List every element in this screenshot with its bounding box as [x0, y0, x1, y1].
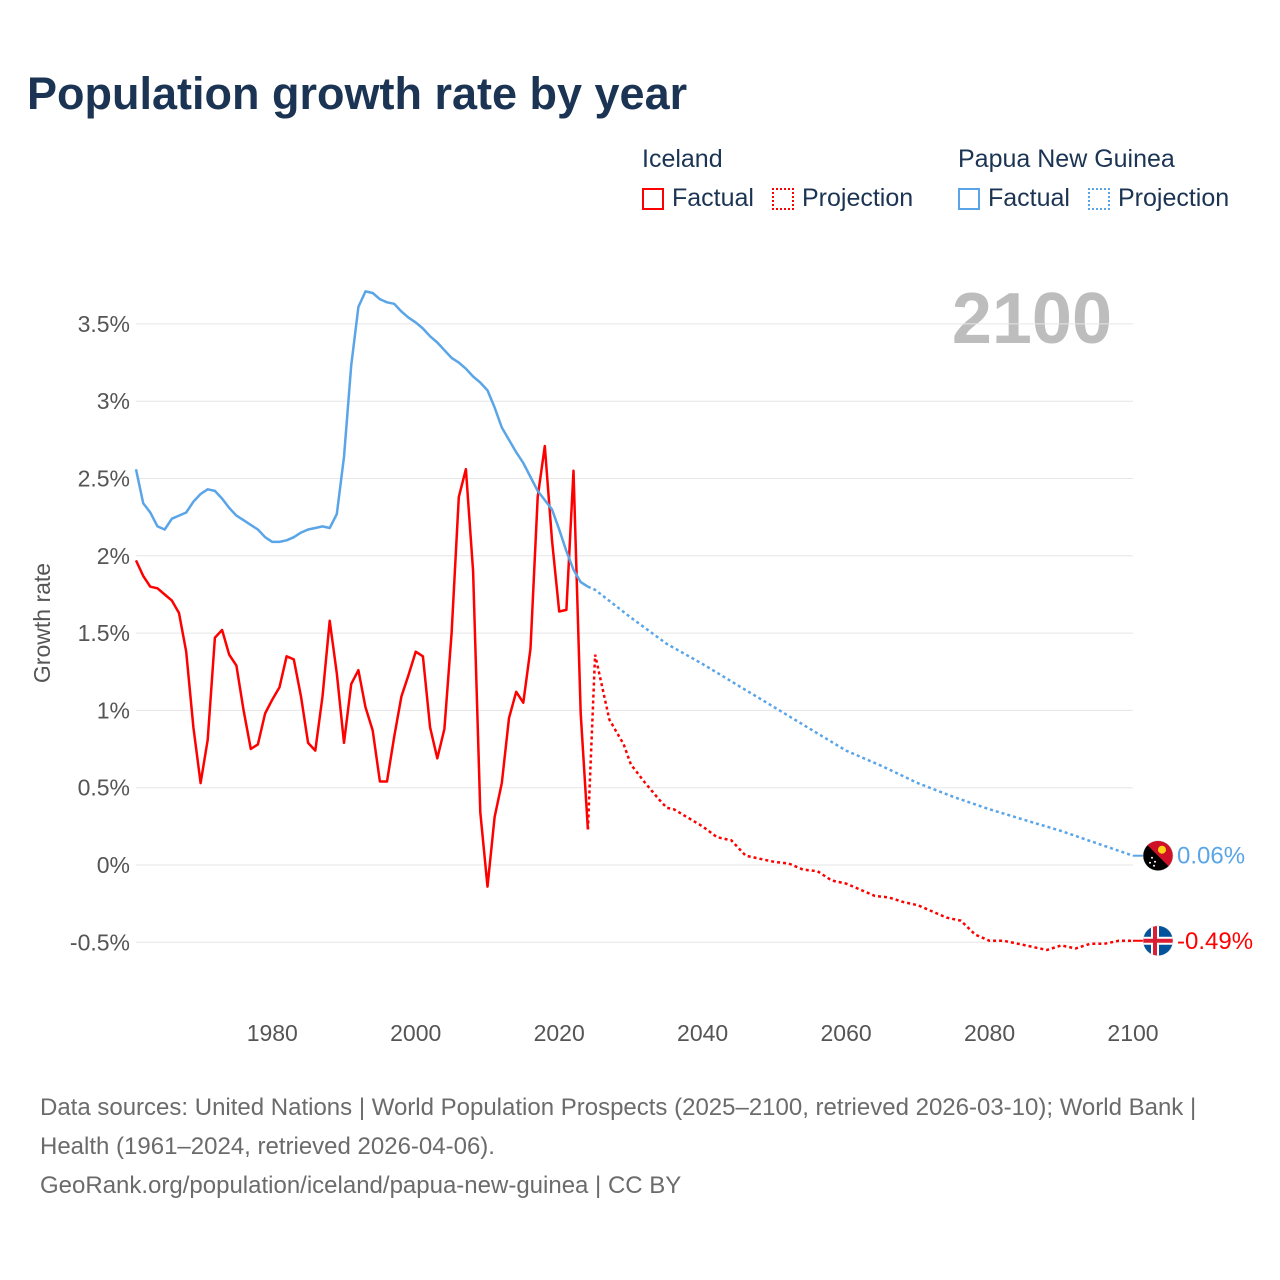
x-axis-ticks: 1980 2000 2020 2040 2060 2080 2100 [247, 1020, 1159, 1046]
legend-iceland: Iceland Factual Projection [642, 145, 931, 213]
gridlines [136, 323, 1133, 943]
flag-body [1143, 925, 1173, 956]
end-value-label: 0.06% [1177, 843, 1245, 870]
x-tick-label: 1980 [247, 1020, 298, 1046]
x-tick-label: 2100 [1107, 1020, 1158, 1046]
footer: Data sources: United Nations | World Pop… [40, 1088, 1240, 1205]
x-tick-label: 2000 [390, 1020, 441, 1046]
flag-outline [1142, 925, 1174, 957]
legend-png-projection[interactable]: Projection [1087, 184, 1230, 213]
legend-item-label: Factual [672, 184, 754, 212]
legend-item-label: Factual [988, 184, 1070, 212]
papua-new-guinea-flag-icon [1142, 840, 1174, 871]
legend-png-factual[interactable]: Factual [958, 184, 1070, 213]
x-tick-label: 2060 [821, 1020, 872, 1046]
bird-of-paradise [1158, 845, 1166, 854]
legend-group-label: Papua New Guinea [958, 145, 1175, 173]
source-link[interactable]: GeoRank.org/population/iceland/papua-new… [40, 1172, 682, 1199]
projection-line-png [587, 585, 1134, 857]
flag-body [1143, 840, 1173, 871]
y-tick-label: 1% [97, 697, 130, 723]
x-tick-label: 2020 [534, 1020, 585, 1046]
legend-item-label: Projection [1117, 184, 1230, 212]
x-tick-label: 2080 [964, 1020, 1015, 1046]
projection-line-iceland [586, 654, 1133, 952]
end-value-label: -0.49% [1177, 928, 1253, 955]
x-tick-label: 2040 [677, 1020, 728, 1046]
star [1151, 856, 1153, 859]
dotted-swatch-icon [1087, 187, 1110, 210]
series-lines [134, 290, 1134, 952]
factual-line-iceland [134, 444, 590, 888]
y-axis-label: Growth rate [29, 563, 55, 683]
solid-swatch-icon [642, 187, 664, 210]
y-tick-label: 1.5% [78, 620, 130, 646]
y-tick-label: 2.5% [78, 466, 130, 492]
flag-outline [1142, 840, 1174, 871]
flag-cross [1143, 938, 1173, 943]
star [1149, 861, 1151, 864]
legend-item-label: Projection [801, 184, 914, 212]
series-end-labels: -0.49% 0.06% [1133, 840, 1253, 957]
factual-line-png [134, 290, 589, 588]
y-tick-label: -0.5% [70, 929, 130, 955]
current-year-label: 2100 [951, 279, 1112, 359]
page-title: Population growth rate by year [27, 68, 688, 119]
data-sources-text: Data sources: United Nations | World Pop… [40, 1094, 1197, 1160]
legend-papua-new-guinea: Papua New Guinea Factual Projection [958, 145, 1247, 213]
star [1154, 860, 1156, 863]
y-tick-label: 3% [97, 388, 130, 414]
y-tick-label: 0% [97, 852, 130, 878]
legend-group-label: Iceland [642, 145, 723, 173]
y-axis-ticks: -0.5% 0% 0.5% 1% 1.5% 2% 2.5% 3% 3.5% [70, 311, 130, 955]
star [1153, 864, 1155, 867]
y-tick-label: 3.5% [78, 311, 130, 337]
iceland-flag-icon [1142, 925, 1174, 957]
y-tick-label: 2% [97, 543, 130, 569]
legend-iceland-projection[interactable]: Projection [771, 184, 914, 213]
solid-swatch-icon [958, 187, 980, 210]
y-tick-label: 0.5% [78, 775, 130, 801]
flag-cross [1153, 925, 1157, 956]
legend-iceland-factual[interactable]: Factual [642, 184, 754, 213]
dotted-swatch-icon [771, 187, 794, 210]
